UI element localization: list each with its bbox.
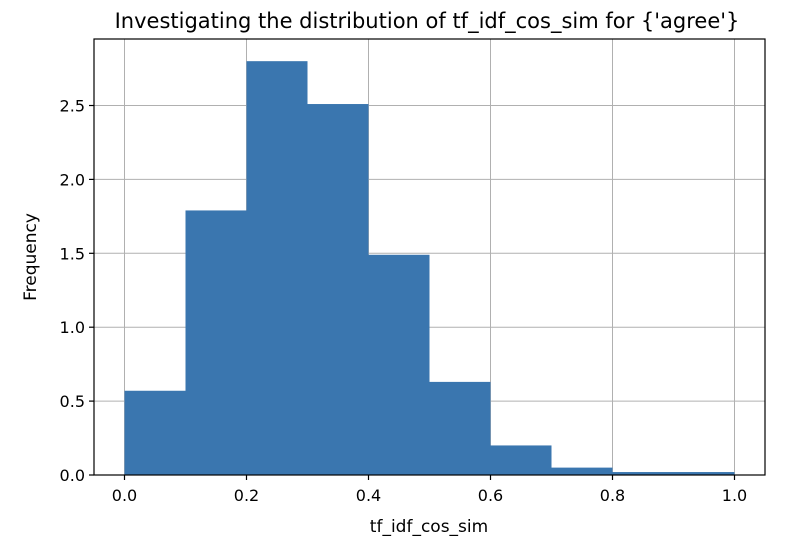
histogram-bar [368,254,430,475]
histogram-bar [307,104,369,475]
histogram-bars [124,61,735,475]
histogram-bar [490,445,552,475]
histogram-bar [429,381,491,475]
y-tick-label: 1.0 [60,318,85,337]
x-axis-label: tf_idf_cos_sim [370,517,488,537]
histogram-bar [185,210,247,475]
y-tick-label: 1.5 [60,244,85,263]
histogram-bar [246,61,308,475]
histogram-bar [612,472,674,475]
plot-frame [93,38,766,476]
x-tick-label: 0.0 [112,486,137,505]
histogram-bar [673,472,735,475]
x-axis-ticks: 0.0 0.2 0.4 0.6 0.8 1.0 [112,475,747,505]
y-axis-label: Frequency [21,213,41,301]
histogram-bar [551,467,613,475]
x-tick-label: 1.0 [722,486,747,505]
histogram-bar [124,390,186,475]
y-tick-label: 0.0 [60,466,85,485]
chart-title: Investigating the distribution of tf_idf… [115,9,740,34]
x-tick-label: 0.2 [234,486,259,505]
x-tick-label: 0.4 [356,486,381,505]
y-tick-label: 2.5 [60,97,85,116]
x-tick-label: 0.6 [478,486,503,505]
y-axis-ticks: 0.0 0.5 1.0 1.5 2.0 2.5 [60,97,94,485]
y-tick-label: 0.5 [60,392,85,411]
x-tick-label: 0.8 [600,486,625,505]
y-tick-label: 2.0 [60,170,85,189]
